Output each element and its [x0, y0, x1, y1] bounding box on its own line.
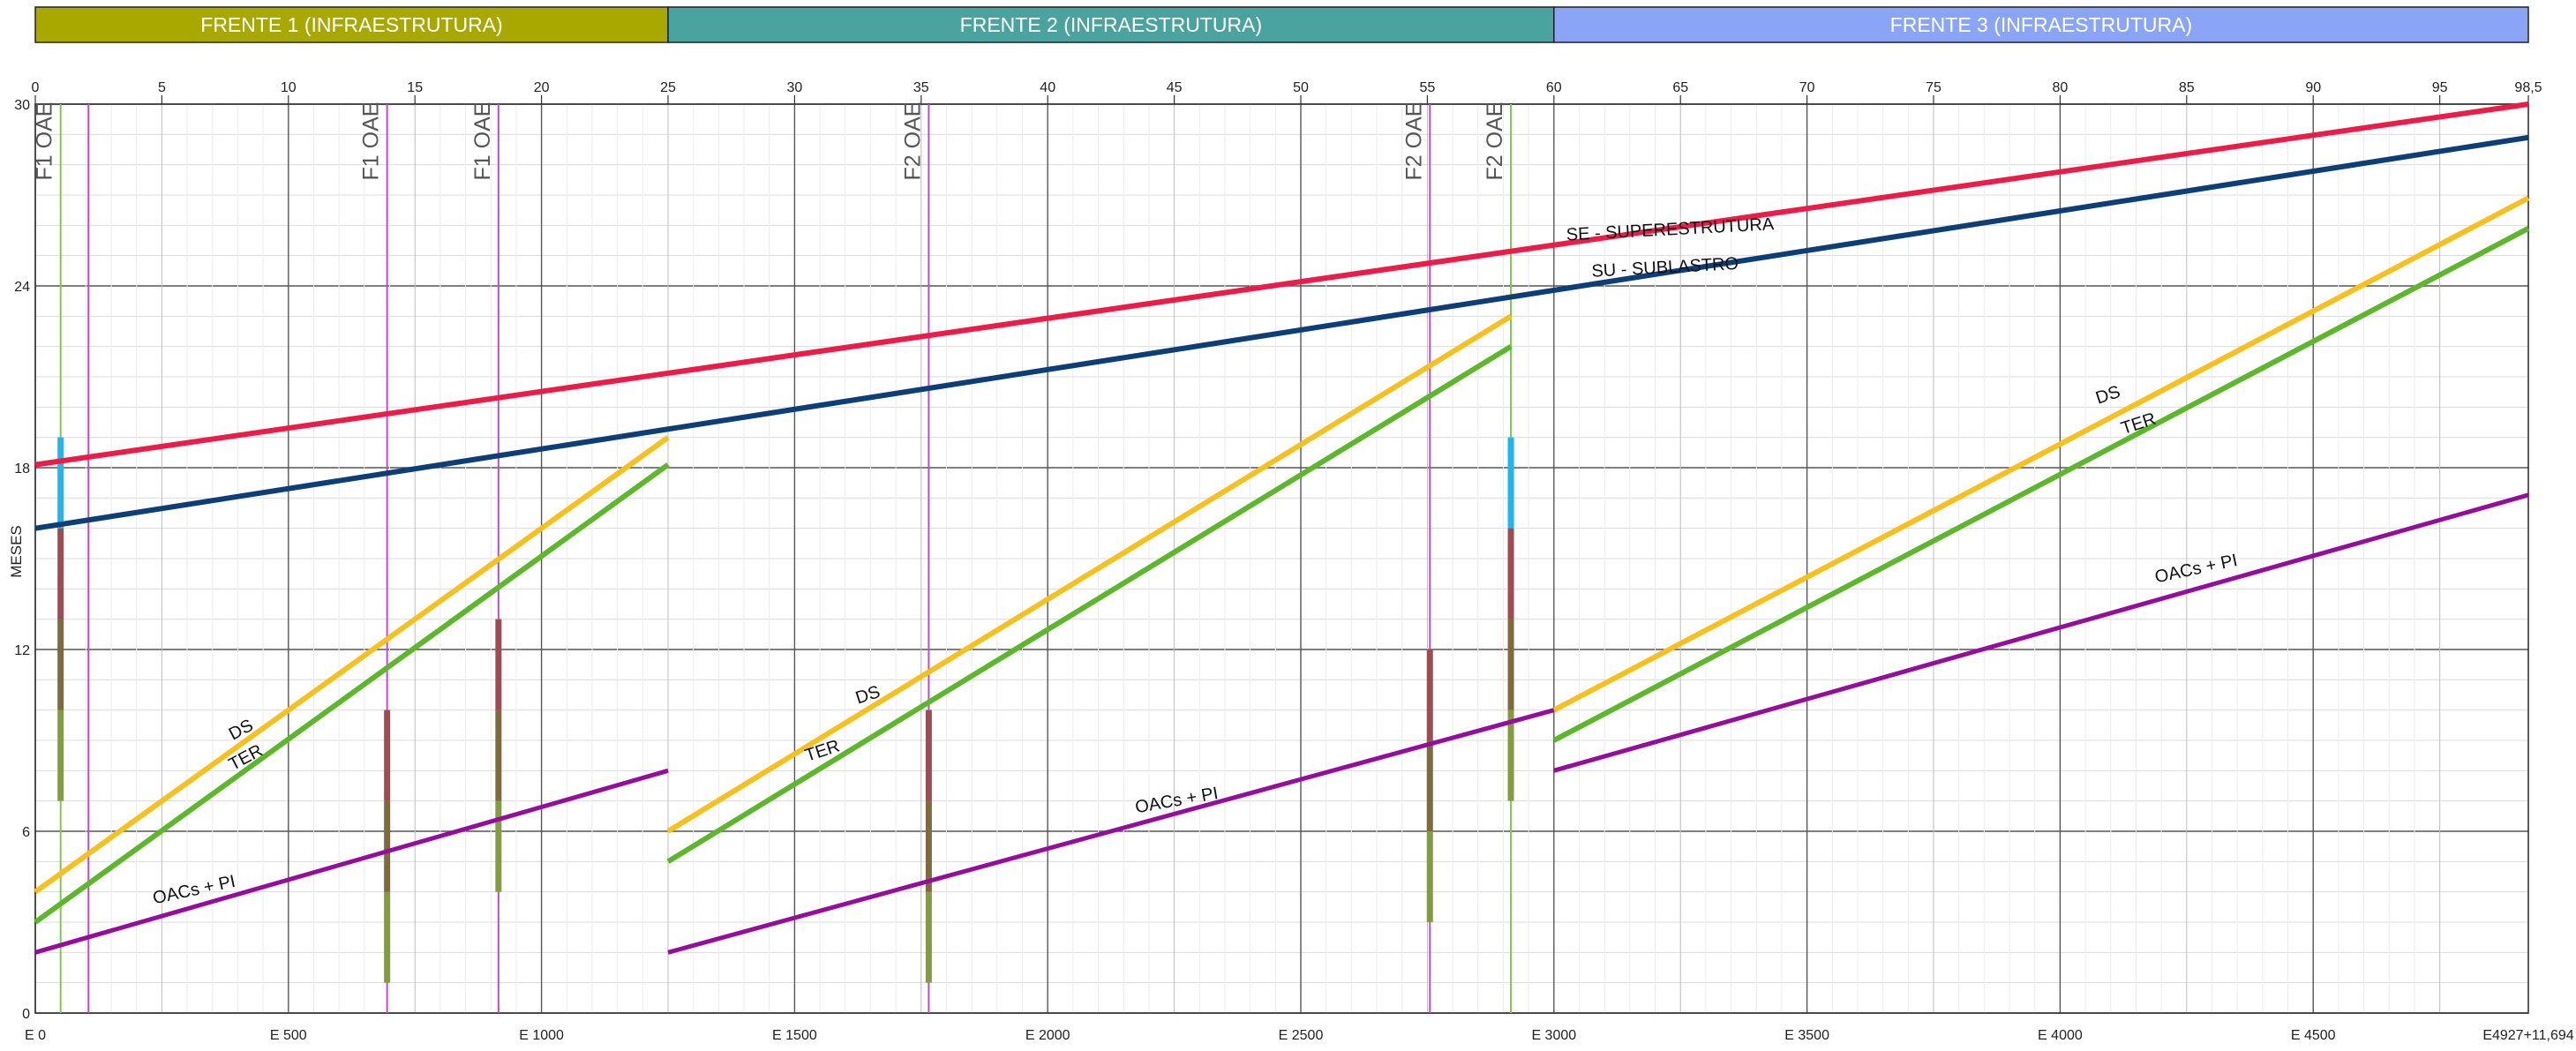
front-1-label: FRENTE 1 (INFRAESTRUTURA)	[200, 13, 502, 36]
y-tick-label: 6	[22, 825, 30, 840]
km-tick-label: 30	[787, 80, 803, 95]
km-tick-label: 20	[534, 80, 550, 95]
km-tick-label: 80	[2053, 80, 2069, 95]
front-1-band	[34, 6, 669, 43]
series-line	[34, 101, 2529, 468]
series-line	[34, 435, 670, 895]
km-tick-label: 25	[660, 80, 676, 95]
series	[34, 101, 2530, 955]
oae-marker-label: F2 OAE	[1401, 102, 1426, 181]
station-tick-label: E 4500	[2291, 1028, 2336, 1043]
y-tick-label: 24	[14, 280, 30, 295]
oae-marker-label: F2 OAE	[900, 102, 925, 181]
km-tick-label: 90	[2305, 80, 2321, 95]
oae-bars	[57, 437, 1514, 983]
front-2-band	[667, 6, 1555, 43]
series-line	[34, 768, 669, 955]
front-header-bar: FRENTE 1 (INFRAESTRUTURA) FRENTE 2 (INFRA…	[34, 6, 2529, 43]
y-tick-label: 18	[14, 462, 30, 477]
station-tick-label: E4927+11,694	[2482, 1028, 2573, 1043]
km-tick-label: 40	[1040, 80, 1055, 95]
oae-marker-label: F1 OAE	[33, 102, 57, 181]
front-2-label: FRENTE 2 (INFRAESTRUTURA)	[960, 13, 1262, 36]
series-line	[666, 344, 1513, 864]
series-line	[1553, 492, 2529, 773]
oae-markers: F1 OAE F1 OAE F1 OAE F2 OAE F2 OAE F2 OAE	[33, 102, 1513, 1013]
station-tick-label: E 0	[25, 1028, 46, 1043]
series-line	[1552, 195, 2530, 713]
series-label: DS	[2093, 382, 2122, 409]
series-line	[666, 313, 1513, 834]
km-tick-label: 70	[1799, 80, 1815, 95]
series-line	[34, 462, 670, 925]
oae-marker-label: F1 OAE	[359, 102, 384, 181]
station-tick-label: E 4000	[2038, 1028, 2083, 1043]
grid	[34, 103, 2529, 1014]
km-tick-label: 35	[913, 80, 929, 95]
km-tick-label: 55	[1420, 80, 1436, 95]
series-line	[34, 134, 2529, 531]
km-tick-label: 50	[1293, 80, 1309, 95]
plot-border	[34, 103, 2529, 1014]
series-label: SE - SUPERESTRUTURA	[1566, 214, 1775, 244]
station-tick-label: E 3000	[1531, 1028, 1576, 1043]
km-tick-label: 95	[2432, 80, 2448, 95]
station-tick-label: E 2000	[1025, 1028, 1070, 1043]
station-tick-label: E 3500	[1784, 1028, 1829, 1043]
y-axis-label: MESES	[8, 525, 25, 578]
km-tick-label: 65	[1672, 80, 1688, 95]
km-tick-label: 10	[281, 80, 297, 95]
series-label: OACs + PI	[151, 872, 237, 908]
km-tick-label: 75	[1926, 80, 1941, 95]
station-tick-label: E 500	[270, 1028, 307, 1043]
series-line	[1552, 226, 2530, 743]
km-tick-label: 15	[407, 80, 423, 95]
front-3-band	[1553, 6, 2529, 43]
km-tick-label: 45	[1167, 80, 1183, 95]
km-tick-label: 0	[32, 80, 40, 95]
km-tick-label: 85	[2179, 80, 2195, 95]
station-tick-label: E 1000	[519, 1028, 564, 1043]
oae-marker-label: F1 OAE	[470, 102, 495, 181]
station-tick-label: E 1500	[772, 1028, 817, 1043]
y-tick-label: 12	[14, 643, 30, 658]
axes: 0 5 10 15 20 25 30 35 40 45 50 55 60 65 70 75 80 85 90 95 98…	[14, 80, 2574, 1043]
km-tick-label: 98,5	[2514, 80, 2542, 95]
y-tick-label: 0	[22, 1007, 30, 1022]
oae-marker-label: F2 OAE	[1483, 102, 1507, 181]
series-label: SU - SUBLASTRO	[1591, 254, 1739, 282]
km-tick-label: 60	[1546, 80, 1562, 95]
km-tick-label: 5	[158, 80, 166, 95]
front-3-label: FRENTE 3 (INFRAESTRUTURA)	[1890, 13, 2192, 36]
y-tick-label: 30	[14, 98, 30, 113]
station-tick-label: E 2500	[1279, 1028, 1324, 1043]
series-line	[667, 708, 1555, 955]
